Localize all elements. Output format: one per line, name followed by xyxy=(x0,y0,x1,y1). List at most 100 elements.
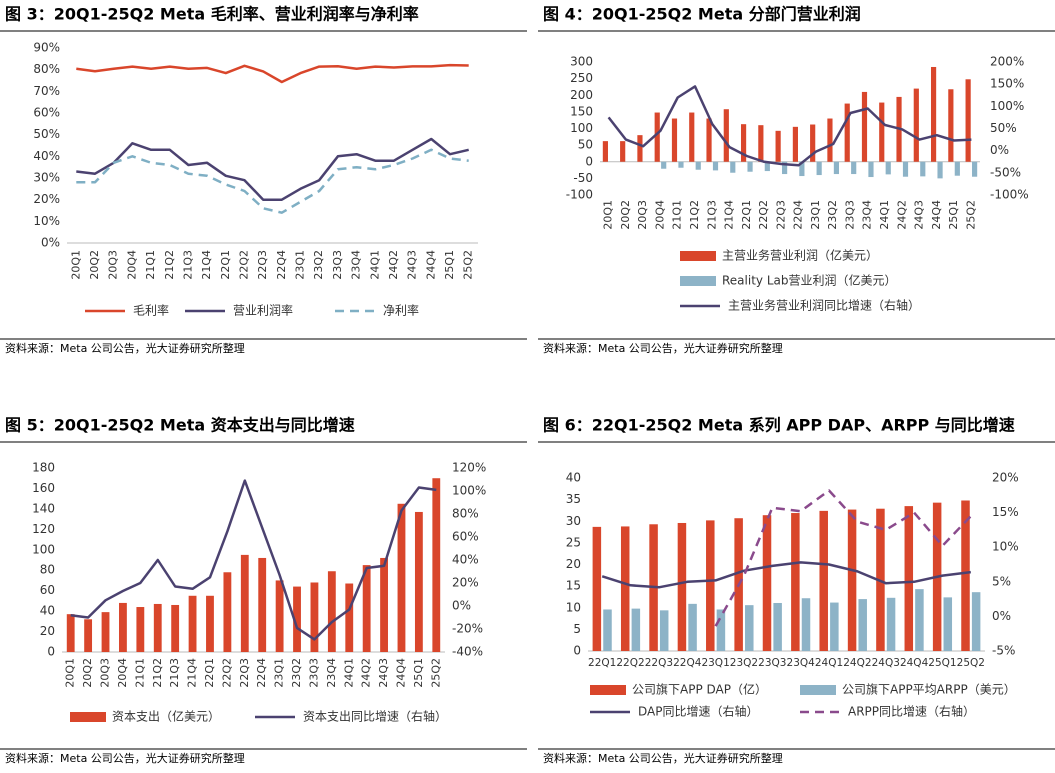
bar xyxy=(706,118,712,162)
x-tick-label: 21Q3 xyxy=(705,200,718,230)
chart-title: 图 4：20Q1-25Q2 Meta 分部门营业利润 xyxy=(543,5,861,24)
x-tick-label: 20Q4 xyxy=(125,250,138,280)
x-tick-label: 22Q2 xyxy=(757,200,770,230)
y-tick-label: 30 xyxy=(566,514,581,528)
legend-label: 营业利润率 xyxy=(233,303,293,318)
source-note: 资料来源：Meta 公司公告，光大证券研究所整理 xyxy=(5,751,245,765)
x-tick-label: 24Q3 xyxy=(913,200,926,230)
bar xyxy=(762,515,772,651)
line-series xyxy=(601,561,971,589)
bar xyxy=(327,571,336,652)
y-tick-label: 10% xyxy=(33,214,60,228)
y-tick-label: 5 xyxy=(573,622,581,636)
bar xyxy=(695,161,701,170)
y-tick-label: 30% xyxy=(33,171,60,185)
bar xyxy=(801,598,811,651)
x-tick-label: 23Q1 xyxy=(701,657,729,669)
bar xyxy=(858,599,867,651)
bar xyxy=(293,586,301,652)
y-tick-label: 0% xyxy=(41,236,60,250)
x-tick-label: 24Q4 xyxy=(900,657,929,669)
bar xyxy=(833,161,840,175)
x-tick-label: 22Q4 xyxy=(275,250,288,280)
y2-tick-label: 20% xyxy=(452,576,479,590)
y-tick-label: 20 xyxy=(40,624,55,638)
x-tick-label: 24Q3 xyxy=(377,658,390,688)
y-tick-label: 20 xyxy=(566,557,581,571)
x-tick-label: 22Q4 xyxy=(255,658,268,688)
bar xyxy=(380,557,388,652)
x-tick-label: 22Q1 xyxy=(219,250,232,280)
bar xyxy=(847,509,857,651)
y2-tick-label: -100% xyxy=(990,188,1029,202)
x-tick-label: 25Q2 xyxy=(957,657,985,669)
x-tick-label: 24Q1 xyxy=(342,658,355,688)
bar xyxy=(782,161,788,175)
bar xyxy=(764,161,770,172)
x-tick-label: 20Q2 xyxy=(619,200,632,230)
x-tick-label: 24Q1 xyxy=(815,657,843,669)
x-tick-label: 20Q4 xyxy=(653,200,666,230)
line-series xyxy=(76,148,469,214)
x-tick-label: 24Q4 xyxy=(424,250,437,280)
x-tick-label: 20Q2 xyxy=(88,250,101,280)
y-tick-label: 120 xyxy=(32,522,55,536)
y-tick-label: 50% xyxy=(33,127,60,141)
y-tick-label: 160 xyxy=(32,481,55,495)
legend-swatch xyxy=(680,276,716,286)
x-tick-label: 22Q3 xyxy=(645,657,673,669)
x-tick-label: 24Q3 xyxy=(406,250,419,280)
bar xyxy=(310,582,319,652)
x-tick-label: 22Q1 xyxy=(588,657,616,669)
x-tick-label: 20Q3 xyxy=(636,200,649,230)
y2-tick-label: 200% xyxy=(990,55,1024,69)
bar xyxy=(861,91,868,162)
x-tick-label: 25Q1 xyxy=(928,657,956,669)
x-tick-label: 23Q4 xyxy=(325,658,338,688)
legend-label: 公司旗下APP平均ARPP（美元） xyxy=(842,682,1016,697)
y-tick-label: 80 xyxy=(40,563,55,577)
legend-label: 主营业务营业利润同比增速（右轴） xyxy=(728,298,920,313)
x-tick-label: 21Q2 xyxy=(688,200,701,230)
bar xyxy=(603,609,612,651)
bar xyxy=(930,66,937,162)
bar xyxy=(659,610,669,651)
bar xyxy=(915,589,924,651)
x-tick-label: 22Q4 xyxy=(792,200,805,230)
y2-tick-label: -40% xyxy=(452,645,483,659)
bar xyxy=(706,520,715,651)
x-tick-label: 20Q3 xyxy=(107,250,120,280)
y2-tick-label: 40% xyxy=(452,553,479,567)
x-tick-label: 23Q3 xyxy=(307,658,320,688)
y-tick-label: 15 xyxy=(566,579,581,593)
bar xyxy=(747,161,753,172)
y-tick-label: 20% xyxy=(33,192,60,206)
y2-tick-label: 120% xyxy=(452,461,486,475)
bar xyxy=(723,109,729,162)
line-series xyxy=(714,489,972,627)
x-tick-label: 25Q1 xyxy=(443,250,456,280)
x-tick-label: 23Q2 xyxy=(730,657,758,669)
x-tick-label: 21Q4 xyxy=(723,200,736,230)
y-tick-label: 0 xyxy=(47,645,55,659)
x-tick-label: 25Q2 xyxy=(429,658,442,688)
bar xyxy=(637,135,643,162)
bar xyxy=(773,602,782,651)
y2-tick-label: 100% xyxy=(990,99,1024,113)
bar xyxy=(240,554,249,652)
x-tick-label: 23Q2 xyxy=(312,250,325,280)
bar xyxy=(937,161,943,179)
bar xyxy=(904,506,914,651)
chart-title: 图 6：22Q1-25Q2 Meta 系列 APP DAP、ARPP 与同比增速 xyxy=(543,416,1015,435)
y-tick-label: -50 xyxy=(573,171,593,185)
x-tick-label: 22Q3 xyxy=(256,250,269,280)
bar xyxy=(961,500,970,651)
bar xyxy=(602,141,608,162)
bar xyxy=(954,161,960,176)
x-tick-label: 22Q3 xyxy=(774,200,787,230)
legend-label: 资本支出同比增速（右轴） xyxy=(303,709,447,724)
bar xyxy=(712,161,719,171)
y-tick-label: 40 xyxy=(566,471,581,485)
legend-label: 净利率 xyxy=(383,303,419,318)
x-tick-label: 22Q2 xyxy=(237,250,250,280)
